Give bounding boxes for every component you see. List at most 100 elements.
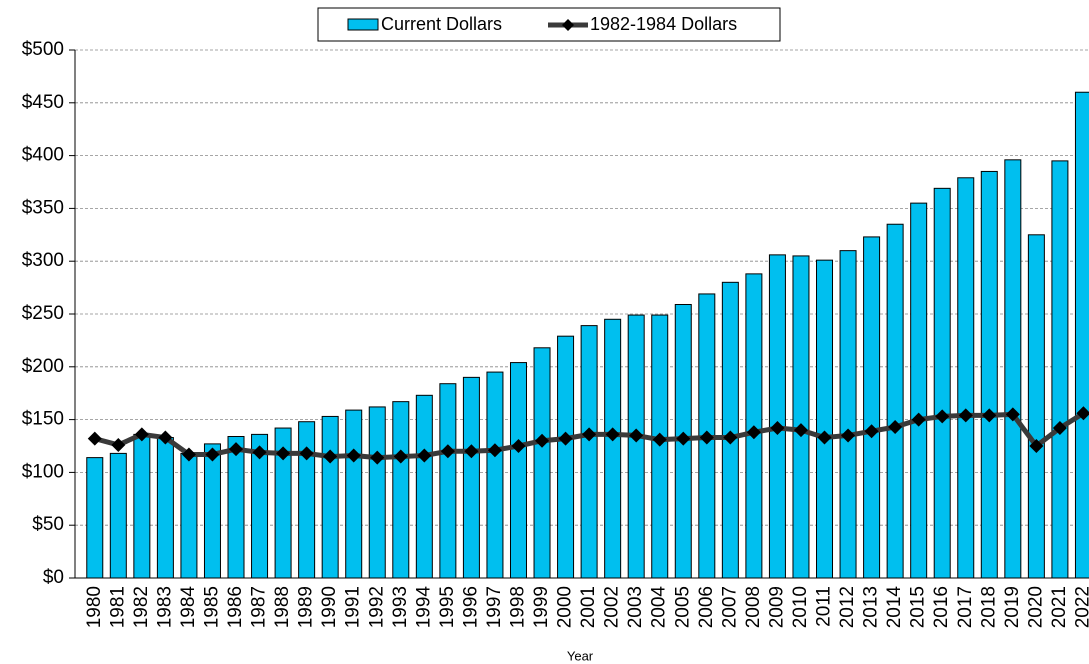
bar [203,443,221,579]
y-tick-label: $400 [22,145,64,166]
bar [368,406,386,579]
bar [509,362,527,579]
marker [511,439,526,453]
bar [721,281,739,579]
marker [205,447,220,462]
marker [535,433,550,448]
marker [864,424,879,439]
x-tick-label: 2016 [931,586,952,628]
marker [111,437,126,452]
x-tick-label: 2020 [1025,586,1046,628]
marker [440,444,455,459]
x-tick-label: 1995 [437,586,458,628]
marker [346,448,361,463]
x-tick-label: 1991 [343,586,364,628]
marker [299,446,314,461]
bar [486,371,504,579]
marker [134,427,149,442]
x-tick-label: 1990 [319,586,340,628]
marker [723,430,738,445]
bar [792,255,810,579]
legend-label: Current Dollars [381,14,502,34]
x-tick-label: 1994 [413,586,434,629]
x-tick-label: 1987 [249,586,270,628]
x-tick-label: 1981 [107,586,128,628]
x-tick-label: 2003 [625,586,646,628]
bar [227,435,245,579]
x-tick-label: 2002 [602,586,623,628]
marker [181,447,196,462]
x-tick-label: 2014 [884,586,905,629]
marker [393,449,408,464]
x-tick-label: 2009 [766,586,787,628]
marker [982,408,997,423]
x-tick-label: 2021 [1049,586,1070,628]
marker [1005,407,1020,422]
bar [462,376,480,579]
x-tick-label: 2010 [790,586,811,628]
bar [863,236,881,579]
marker [323,449,338,464]
bar [1027,234,1045,579]
x-tick-label: 1985 [201,586,222,628]
marker [582,427,597,442]
x-tick-label: 1999 [531,586,552,628]
marker [793,423,808,438]
marker [746,425,761,440]
y-tick-label: $100 [22,461,64,482]
marker [817,430,832,445]
marker [87,431,102,446]
marker [229,442,244,457]
bar [298,421,316,579]
x-tick-label: 2012 [837,586,858,628]
bar [533,347,551,579]
bar [109,452,127,579]
bar [345,409,363,579]
bar [886,223,904,579]
marker [417,448,432,463]
marker [911,412,926,427]
y-tick-label: $500 [22,39,64,60]
marker [888,419,903,434]
y-tick-label: $250 [22,303,64,324]
bar [321,415,339,579]
bar [1004,159,1022,579]
marker [770,421,785,436]
bar [557,335,575,579]
x-tick-label: 2006 [696,586,717,628]
x-tick-label: 2017 [955,586,976,628]
bar [415,394,433,579]
x-tick-label: 2018 [978,586,999,628]
x-axis-label: Year [567,648,594,663]
marker [558,431,573,446]
marker [935,409,950,424]
bar [816,259,834,579]
bar [439,383,457,579]
x-tick-label: 2000 [555,586,576,628]
bar [604,318,622,579]
marker [1076,406,1089,421]
bar [392,401,410,579]
bar [180,452,198,579]
legend-label: 1982-1984 Dollars [590,14,737,34]
marker [605,427,620,442]
x-tick-label: 1992 [366,586,387,628]
x-tick-label: 1997 [484,586,505,628]
x-tick-label: 2022 [1072,586,1089,628]
x-tick-label: 1996 [460,586,481,628]
bar [627,314,645,579]
marker [1052,421,1067,436]
x-tick-label: 1993 [390,586,411,628]
bar [133,433,151,579]
x-tick-label: 1980 [84,586,105,628]
x-tick-label: 2019 [1002,586,1023,628]
marker [464,444,479,459]
y-tick-label: $150 [22,409,64,430]
bar [86,457,104,579]
bar [933,187,951,579]
y-tick-label: $50 [32,514,64,535]
x-tick-label: 2007 [719,586,740,628]
bar [580,325,598,579]
y-tick-label: $450 [22,92,64,113]
